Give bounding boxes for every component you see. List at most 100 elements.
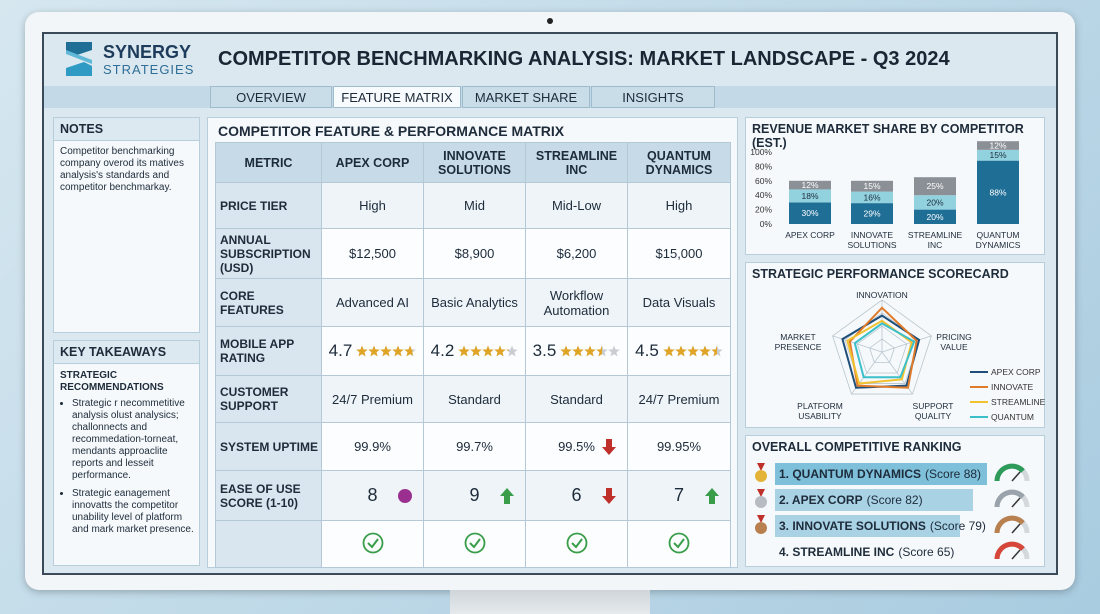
gauge-fill: [994, 463, 1025, 482]
medal: [755, 496, 767, 508]
rank-bar: [775, 515, 960, 537]
notes-panel: NOTES Competitor benchmarking company ov…: [53, 117, 200, 333]
matrix-cell: 4.5: [627, 326, 731, 376]
cell-text: 24/7 Premium: [638, 391, 720, 407]
bar-segment: [789, 189, 831, 203]
matrix-cell: 6: [525, 470, 628, 521]
tab[interactable]: INSIGHTS: [591, 86, 715, 108]
cell-text: 24/7 Premium: [332, 391, 413, 407]
axis-label: PRICING VALUE: [936, 332, 972, 352]
value-label: 12%: [989, 141, 1006, 151]
header-cell: STREAMLINE INC: [525, 142, 628, 183]
matrix-cell: 24/7 Premium: [321, 375, 424, 423]
rating-stars: [356, 345, 417, 356]
medal: [755, 522, 767, 534]
star: [572, 345, 585, 356]
check-icon: [668, 532, 690, 553]
y-tick-label: 0%: [760, 219, 773, 229]
tab[interactable]: OVERVIEW: [210, 86, 332, 108]
tab[interactable]: MARKET SHARE: [462, 86, 590, 108]
down-arrow: [602, 487, 616, 504]
matrix-cell: [423, 520, 526, 568]
rating-value: 4.2: [430, 341, 455, 360]
bar-segment: [914, 177, 956, 196]
matrix-cell: Standard: [525, 375, 628, 423]
star: [404, 345, 413, 356]
value-label: 25%: [926, 181, 943, 191]
cell-text: Advanced AI: [336, 295, 409, 310]
gauge-needle: [1011, 497, 1021, 508]
radar-series: [848, 306, 918, 389]
y-tick-label: 80%: [755, 161, 772, 171]
matrix-cell: Mid-Low: [525, 182, 628, 229]
rank-score: (Score 65): [898, 545, 954, 559]
cell-text: 99.95%: [656, 439, 702, 454]
panel-title: STRATEGIC PERFORMANCE SCORECARD: [752, 267, 1009, 281]
axis-label: MARKET PRESENCE: [774, 332, 822, 352]
star: [506, 348, 509, 351]
up-arrow: [500, 487, 514, 504]
matrix-cell: High: [321, 182, 424, 229]
cell-text: Workflow Automation: [543, 287, 610, 318]
y-tick-label: 40%: [755, 190, 772, 200]
matrix-cell: Mid: [423, 182, 526, 229]
header-cell: INNOVATE SOLUTIONS: [423, 142, 526, 183]
matrix-cell: $15,000: [627, 228, 731, 279]
status-dot: [398, 488, 412, 503]
header-cell: APEX CORP: [321, 142, 424, 183]
matrix-cell: Basic Analytics: [423, 278, 526, 327]
rank-name: 1. QUANTUM DYNAMICS: [779, 467, 921, 481]
cell-text: High: [359, 198, 386, 213]
rank-score: (Score 79): [930, 519, 986, 533]
value-label: 18%: [801, 191, 818, 201]
check-mark: [570, 537, 583, 549]
bar-segment: [851, 180, 893, 192]
star-empty: [608, 345, 621, 356]
metric-label: ANNUAL SUBSCRIPTION (USD): [215, 228, 322, 279]
x-tick-label: STREAMLINE INC: [907, 230, 963, 250]
rank-name: 4. STREAMLINE INC: [779, 545, 895, 559]
star: [380, 345, 393, 356]
cell-text: $15,000: [655, 246, 703, 261]
up-arrow: [705, 487, 719, 504]
arrow-shape: [500, 487, 514, 504]
panel-title: OVERALL COMPETITIVE RANKING: [752, 440, 962, 454]
header-cell: QUANTUM DYNAMICS: [627, 142, 731, 183]
gauge-needle: [1011, 471, 1021, 482]
tab[interactable]: FEATURE MATRIX: [333, 86, 461, 108]
dot: [398, 488, 412, 503]
y-tick-label: 60%: [755, 176, 772, 186]
logo-text: SYNERGY: [103, 42, 192, 62]
rating-stars: [663, 345, 723, 356]
takeaways-panel: KEY TAKEAWAYS STRATEGIC RECOMMENDATIONS …: [53, 340, 200, 566]
bar-segment: [789, 202, 831, 224]
cell-text: Standard: [448, 391, 501, 407]
matrix-row: PRICE TIER High Mid Mid-Low High: [215, 182, 731, 229]
radar-series: [846, 319, 913, 385]
bullet: Strategic r necommetitive analysis olust…: [72, 398, 195, 482]
check-mark: [468, 537, 481, 549]
value-label: 30%: [801, 208, 818, 218]
rank-text: 1. QUANTUM DYNAMICS (Score 88): [779, 467, 981, 481]
bar-segment: [914, 195, 956, 210]
matrix-cell: 4.7: [321, 326, 424, 376]
radar-axis: [881, 335, 932, 353]
matrix-cell: 99.5%: [525, 422, 628, 471]
medal-ribbon: [757, 463, 765, 471]
star: [494, 345, 507, 356]
scorecard-panel: STRATEGIC PERFORMANCE SCORECARD: [745, 262, 1045, 428]
value-label: 15%: [989, 150, 1006, 160]
medal-ribbon: [757, 515, 765, 523]
rank-name: 2. APEX CORP: [779, 493, 863, 507]
star: [675, 345, 687, 356]
check-row: [215, 520, 731, 568]
legend-label: INNOVATE: [991, 382, 1034, 392]
star-fill: [356, 345, 413, 356]
radar-grid: [869, 338, 895, 363]
star: [699, 345, 711, 356]
matrix-row: CUSTOMER SUPPORT 24/7 Premium Standard Stan…: [215, 375, 731, 423]
star: [560, 345, 573, 356]
matrix-cell: 99.9%: [321, 422, 424, 471]
medal: [755, 470, 767, 482]
